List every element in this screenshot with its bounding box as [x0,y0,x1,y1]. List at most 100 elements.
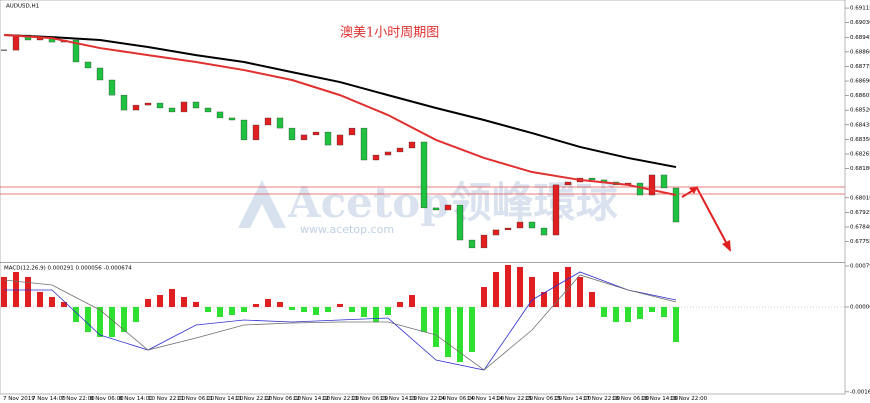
macd-bar [73,306,79,323]
macd-bar [325,306,331,313]
macd-bar [445,306,451,357]
time-label: 14 Nov 14:00 [467,396,505,402]
candle [348,127,356,136]
candle [336,134,344,146]
macd-bar [505,264,511,307]
time-label: 11 Nov 22:00 [235,396,273,402]
y-tick-label: 0.68265 [850,152,870,158]
candle [504,227,512,231]
candle [240,119,248,141]
macd-bar [673,306,679,343]
macd-bar [289,306,295,311]
y-tick-label: -0.001655 [850,389,870,395]
candle [456,204,464,241]
time-label: 7 Nov 22:00 [61,396,95,402]
candle [480,234,488,249]
macd-bar [373,306,379,323]
moving-average [3,34,677,197]
macd-bar [205,306,211,313]
macd-bar [469,306,475,353]
candle [396,147,404,153]
y-tick-label: 0.67755 [850,239,870,245]
candle [384,151,392,156]
time-label: 14 Nov 06:00 [438,396,476,402]
candle [312,131,320,136]
macd-bar [481,286,487,307]
y-tick-label: 0.68945 [850,35,870,41]
candle [1,49,7,51]
time-label: 8 Nov 06:00 [90,396,124,402]
macd-bar [385,306,391,315]
candle [180,101,188,113]
candle [420,141,428,209]
candle [168,107,176,113]
watermark-brand: Acetop领峰環球 [287,178,619,227]
time-label: 12 Nov 14:00 [293,396,331,402]
candle [360,127,368,161]
watermark-url: www.acetop.com [300,223,394,236]
macd-bar [601,306,607,317]
macd-bar [421,306,427,333]
macd-line [3,274,677,371]
macd-bar [625,306,631,323]
macd-bar [313,306,319,315]
macd-bar [133,306,139,323]
macd-bar [577,276,583,307]
macd-bar [193,301,199,307]
candle [276,117,284,129]
macd-line [4,271,677,371]
candle [192,101,200,109]
macd-bar [145,298,151,307]
candle [300,134,308,141]
macd-bar [553,271,559,307]
macd-bar [253,303,259,307]
macd-bar [13,271,19,307]
macd-bar [541,291,547,307]
candle [444,204,452,211]
y-tick-label: 0.000000 [850,304,870,310]
macd-bar [229,306,235,315]
candle [72,39,80,63]
macd-bar [49,296,55,307]
macd-bar [301,306,307,313]
candle [324,131,332,146]
candle [84,61,92,69]
macd-bar [493,271,499,307]
macd-bar [589,291,595,307]
macd-bar [349,306,355,313]
candle [288,127,296,141]
candle [132,104,140,111]
candle [492,229,500,236]
candle [372,154,380,161]
candle [660,174,668,189]
candle [432,207,440,211]
macd-bar [337,303,343,307]
time-label: 15 Nov 14:00 [554,396,592,402]
macd-bar [37,291,43,307]
candle [468,239,476,249]
macd-bar [361,306,367,317]
time-label: 7 Nov 14:00 [32,396,66,402]
macd-bar [517,266,523,307]
candle [636,182,644,196]
macd-bar [1,276,7,307]
time-label: 13 Nov 06:00 [351,396,389,402]
candle [516,221,524,229]
time-label: 12 Nov 22:00 [322,396,360,402]
y-tick-label: 0.68605 [850,93,870,99]
time-label: 10 Nov 22:00 [148,396,186,402]
moving-average [3,34,677,169]
candle [120,94,128,111]
time-label: 18 Nov 22:00 [670,396,708,402]
candle [96,67,104,81]
candle [12,34,20,51]
macd-bar [25,276,31,307]
time-label: 12 Nov 06:00 [264,396,302,402]
time-label: 14 Nov 22:00 [496,396,534,402]
macd-bar [277,301,283,307]
